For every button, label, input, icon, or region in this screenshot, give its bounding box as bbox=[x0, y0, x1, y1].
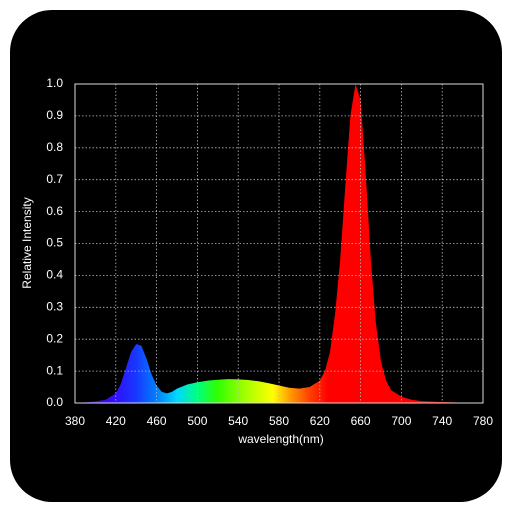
y-tick-label: 0.4 bbox=[46, 268, 63, 282]
y-tick-label: 0.1 bbox=[46, 363, 63, 377]
y-tick-label: 0.2 bbox=[46, 331, 63, 345]
y-tick-label: 1.0 bbox=[46, 76, 63, 90]
x-tick-label: 620 bbox=[310, 414, 330, 428]
y-tick-label: 0.9 bbox=[46, 108, 63, 122]
y-tick-label: 0.5 bbox=[46, 236, 63, 250]
x-tick-label: 540 bbox=[228, 414, 248, 428]
x-tick-label: 500 bbox=[187, 414, 207, 428]
x-tick-label: 380 bbox=[65, 414, 85, 428]
y-tick-label: 0.8 bbox=[46, 140, 63, 154]
x-tick-label: 580 bbox=[269, 414, 289, 428]
plot-frame bbox=[74, 83, 484, 404]
y-tick-label: 0.6 bbox=[46, 204, 63, 218]
y-tick-label: 0.3 bbox=[46, 299, 63, 313]
x-tick-label: 660 bbox=[351, 414, 371, 428]
y-tick-label: 0.0 bbox=[46, 395, 63, 409]
x-tick-label: 420 bbox=[106, 414, 126, 428]
x-tick-label: 460 bbox=[147, 414, 167, 428]
x-axis-label: wavelength(nm) bbox=[237, 432, 323, 446]
x-tick-label: 780 bbox=[473, 414, 493, 428]
x-tick-label: 700 bbox=[391, 414, 411, 428]
y-tick-label: 0.7 bbox=[46, 172, 63, 186]
x-tick-label: 740 bbox=[432, 414, 452, 428]
y-axis-label: Relative Intensity bbox=[20, 197, 34, 288]
